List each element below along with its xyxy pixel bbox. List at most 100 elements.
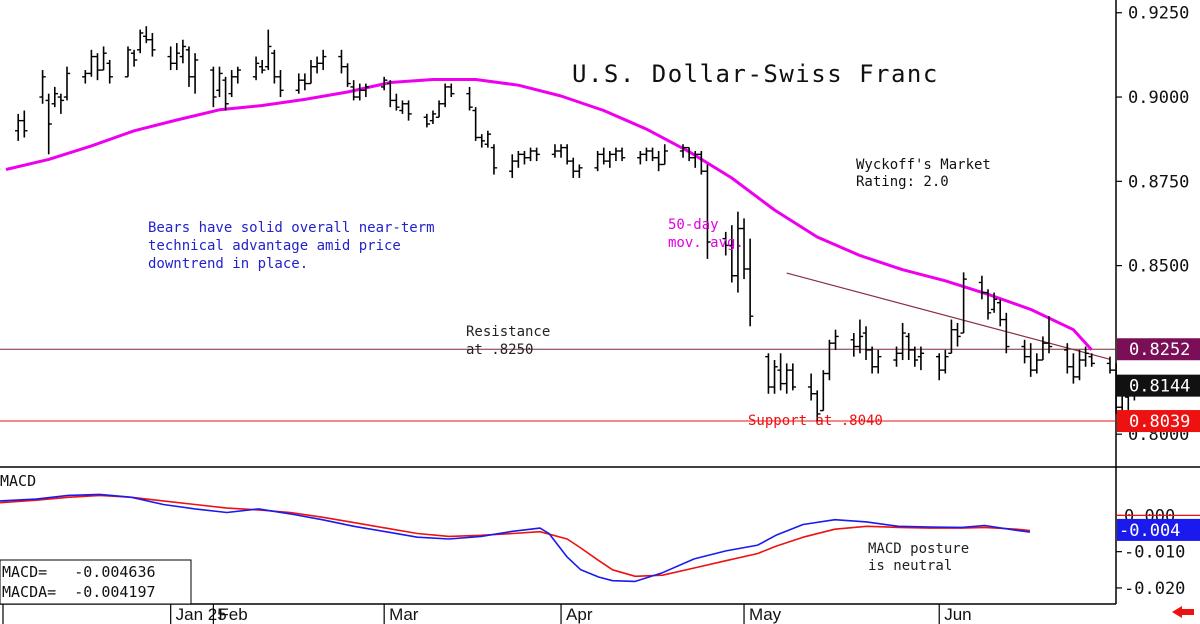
ohlc-bar	[942, 349, 949, 374]
ohlc-bar	[1033, 353, 1041, 374]
ohlc-bar	[948, 319, 955, 354]
ohlc-bar	[295, 73, 302, 94]
ohlc-bar	[997, 299, 1004, 327]
price-badge: 0.8144	[1117, 374, 1200, 397]
macd-annotation: MACD posture is neutral	[868, 541, 969, 574]
ohlc-bar	[570, 157, 577, 178]
ohlc-bar	[1027, 343, 1034, 377]
ohlc-bar	[405, 100, 412, 121]
ohlc-bar	[509, 154, 516, 178]
ohlc-bar	[728, 225, 736, 283]
trendline-layer	[786, 272, 1111, 360]
ohlc-bar	[563, 144, 571, 165]
ohlc-bar	[466, 86, 473, 111]
macd-readout: MACD= -0.004636	[2, 563, 156, 581]
ohlc-bar	[746, 238, 754, 327]
ohlc-bar	[130, 49, 138, 67]
ohlc-bar	[1076, 349, 1083, 381]
ohlc-bar	[63, 66, 71, 101]
ohlc-bar	[14, 113, 22, 141]
ohlc-bar	[216, 66, 223, 98]
ohlc-bar	[106, 59, 113, 84]
ohlc-bar	[551, 144, 559, 158]
macda-line	[0, 494, 1031, 578]
ohlc-bar	[576, 164, 583, 178]
ohlc-bar	[258, 59, 266, 74]
ohlc-bar	[606, 150, 614, 168]
macd-badge: -0.004	[1117, 518, 1200, 541]
ohlc-bar	[136, 29, 144, 54]
ohlc-bar	[612, 147, 620, 162]
moving-average-line	[5, 78, 1093, 351]
ohlc-bar	[771, 360, 778, 394]
ohlc-bar	[179, 39, 187, 64]
x-tick-label: May	[749, 605, 782, 624]
ohlc-bar	[875, 349, 882, 374]
ohlc-bar	[313, 56, 321, 74]
ohlc-bar	[814, 390, 821, 423]
macd-tick-label: -0.020	[1124, 579, 1185, 599]
macd-readout-box	[0, 559, 192, 605]
ohlc-bar	[399, 100, 406, 114]
ohlc-bar	[441, 83, 449, 108]
macd-tick-label: -0.010	[1124, 543, 1185, 563]
price-tick-label: 0.9250	[1128, 4, 1189, 24]
ohlc-bar	[185, 46, 193, 87]
ohlc-bar	[88, 49, 95, 77]
ohlc-bar	[734, 211, 742, 293]
ohlc-bar	[362, 83, 370, 98]
ohlc-bar	[301, 73, 309, 91]
bearish-annotation: Bears have solid overall near-term techni…	[148, 220, 435, 272]
ohlc-bar	[832, 329, 839, 350]
ohlc-bar	[685, 146, 693, 162]
ohlc-bar	[692, 150, 699, 168]
ohlc-bar	[82, 70, 89, 84]
x-tick-label: Mar	[389, 605, 419, 624]
ohlc-bar	[210, 66, 217, 108]
ohlc-bar	[490, 144, 498, 175]
ohlc-bar	[899, 322, 906, 361]
ohlc-bar	[893, 346, 900, 367]
ohlc-bar	[45, 93, 52, 155]
scroll-left-arrow-icon[interactable]	[1172, 606, 1194, 618]
support-label: Support at .8040	[748, 413, 883, 429]
ohlc-bar	[826, 339, 833, 381]
price-tick-label: 0.9000	[1128, 88, 1189, 108]
ohlc-bar	[472, 107, 479, 141]
ohlc-bar	[478, 134, 485, 148]
ohlc-bar	[820, 370, 827, 412]
ohlc-bar	[380, 76, 388, 91]
ohlc-bar	[936, 353, 943, 381]
ohlc-bar	[856, 319, 864, 354]
ohlc-bar	[57, 93, 65, 114]
moving-average-label: 50-day mov. avg.	[668, 217, 744, 251]
ohlc-bar	[515, 150, 522, 168]
moving-average-layer	[5, 78, 1093, 351]
ohlc-bar	[807, 373, 815, 401]
ohlc-bar	[960, 272, 967, 334]
ohlc-bar	[1064, 343, 1071, 374]
ohlc-bar	[783, 363, 790, 394]
ohlc-bar	[435, 100, 443, 118]
ohlc-bar	[100, 46, 107, 71]
ohlc-bar	[344, 63, 351, 87]
ohlc-bar	[21, 110, 28, 138]
ohlc-bar	[698, 150, 705, 175]
ohlc-bar	[423, 113, 431, 128]
ohlc-bar	[978, 275, 986, 300]
price-badge-label: 0.8252	[1129, 340, 1190, 360]
price-tick-label: 0.8750	[1128, 172, 1189, 192]
macd-panel-title: MACD	[0, 472, 36, 490]
ohlc-bar	[252, 56, 260, 81]
ohlc-bar	[789, 363, 797, 391]
ohlc-bar	[143, 26, 150, 44]
price-badges: 0.8252 0.8144 0.8039	[1117, 338, 1200, 433]
price-tick-label: 0.8500	[1128, 257, 1189, 277]
x-tick-label: Feb	[218, 605, 247, 624]
ohlc-bar	[1003, 312, 1010, 354]
ohlc-bar	[277, 70, 284, 98]
ohlc-bar	[868, 346, 876, 374]
ohlc-bar	[777, 353, 784, 391]
